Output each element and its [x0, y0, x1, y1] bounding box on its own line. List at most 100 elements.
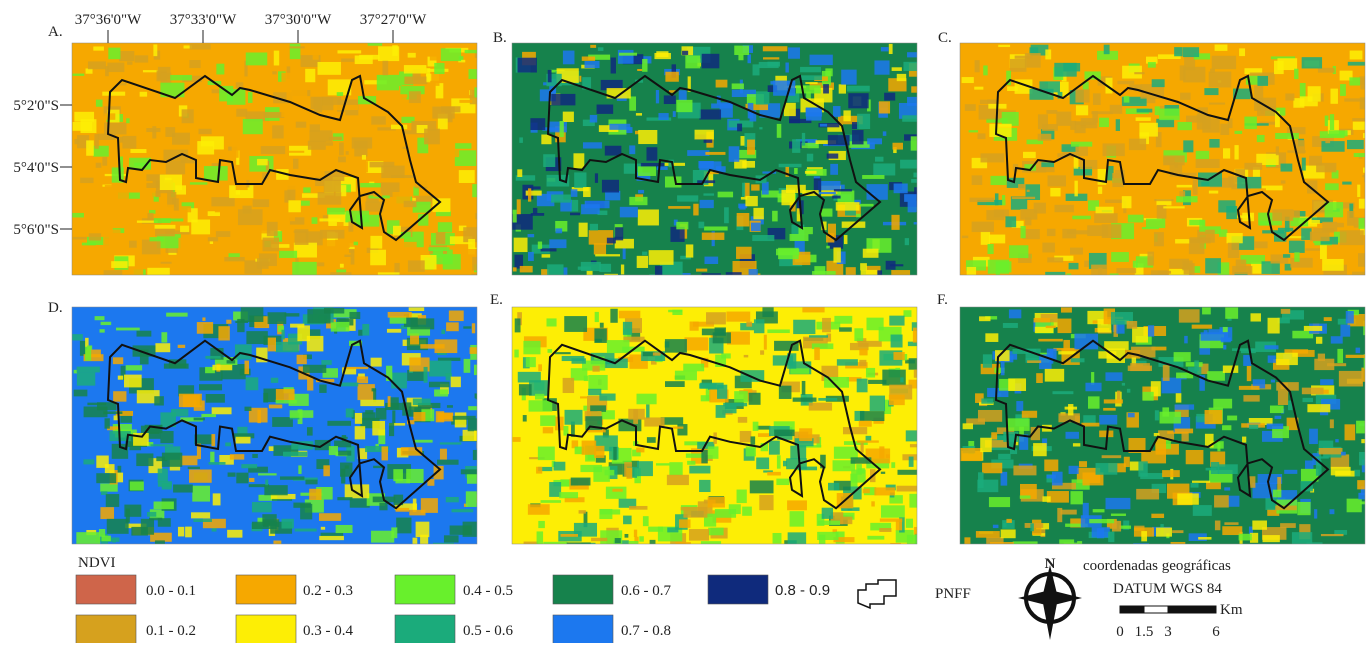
raster-patch: [576, 543, 585, 554]
raster-patch: [303, 163, 325, 178]
raster-patch: [1177, 493, 1199, 504]
raster-patch: [246, 52, 267, 65]
raster-patch: [160, 175, 182, 190]
raster-patch: [1294, 252, 1299, 262]
map-panel: [512, 43, 929, 284]
raster-patch: [687, 461, 695, 465]
raster-patch: [160, 431, 173, 443]
raster-patch: [643, 352, 655, 356]
legend-swatch: [708, 575, 768, 604]
raster-patch: [1184, 336, 1188, 343]
raster-patch: [822, 508, 833, 519]
raster-patch: [1318, 68, 1335, 73]
raster-patch: [746, 322, 752, 327]
raster-patch: [456, 232, 460, 236]
raster-patch: [74, 390, 88, 397]
raster-patch: [592, 366, 599, 372]
raster-patch: [764, 335, 767, 350]
raster-patch: [533, 208, 537, 214]
raster-patch: [146, 128, 160, 132]
raster-patch: [773, 533, 782, 543]
raster-patch: [1148, 62, 1156, 68]
raster-patch: [331, 322, 350, 332]
raster-patch: [1175, 404, 1194, 409]
raster-patch: [969, 130, 978, 132]
raster-patch: [859, 349, 867, 356]
legend-swatch: [76, 615, 136, 643]
raster-patch: [281, 519, 293, 529]
raster-patch: [1048, 175, 1066, 186]
raster-patch: [431, 73, 439, 86]
raster-patch: [444, 535, 459, 542]
raster-patch: [1320, 379, 1333, 385]
raster-patch: [212, 407, 232, 414]
raster-patch: [86, 140, 94, 155]
raster-patch: [474, 431, 482, 441]
raster-patch: [1198, 537, 1211, 540]
raster-patch: [564, 316, 587, 332]
raster-patch: [340, 264, 344, 268]
raster-patch: [1099, 415, 1117, 425]
raster-patch: [1027, 360, 1041, 363]
raster-patch: [1152, 79, 1165, 87]
raster-patch: [806, 108, 823, 117]
raster-patch: [860, 204, 874, 207]
raster-patch: [706, 312, 726, 324]
raster-patch: [636, 113, 642, 116]
raster-patch: [321, 527, 325, 530]
raster-patch: [911, 86, 925, 92]
raster-patch: [524, 542, 539, 555]
raster-patch: [1190, 237, 1211, 243]
raster-patch: [574, 172, 586, 187]
raster-patch: [805, 82, 817, 84]
raster-patch: [737, 124, 742, 132]
raster-patch: [891, 335, 903, 348]
raster-patch: [1047, 229, 1056, 236]
raster-patch: [902, 115, 926, 121]
raster-patch: [757, 426, 771, 430]
raster-patch: [538, 447, 555, 461]
raster-patch: [892, 143, 903, 150]
raster-patch: [1013, 541, 1038, 553]
raster-patch: [836, 202, 860, 210]
raster-patch: [515, 318, 521, 332]
raster-patch: [1202, 307, 1211, 314]
raster-patch: [646, 404, 649, 418]
raster-patch: [393, 226, 401, 236]
raster-patch: [656, 463, 670, 465]
raster-patch: [686, 453, 704, 457]
raster-patch: [230, 454, 244, 459]
raster-patch: [406, 469, 423, 483]
raster-patch: [1023, 152, 1036, 158]
raster-patch: [1178, 122, 1192, 130]
raster-patch: [890, 543, 901, 553]
raster-patch: [213, 493, 221, 505]
raster-patch: [420, 344, 444, 348]
raster-patch: [1310, 232, 1330, 242]
raster-patch: [628, 409, 644, 420]
raster-patch: [1057, 508, 1062, 522]
raster-patch: [696, 269, 707, 272]
raster-patch: [638, 130, 657, 144]
raster-patch: [244, 407, 251, 411]
raster-patch: [1103, 408, 1116, 411]
raster-patch: [590, 224, 598, 231]
raster-patch: [891, 215, 899, 230]
raster-patch: [327, 208, 345, 215]
raster-patch: [413, 412, 425, 421]
raster-patch: [225, 442, 231, 446]
raster-patch: [118, 376, 123, 380]
raster-patch: [708, 446, 719, 458]
raster-patch: [909, 457, 914, 467]
raster-patch: [1155, 410, 1159, 420]
raster-patch: [756, 457, 769, 469]
raster-patch: [582, 441, 597, 455]
raster-patch: [1002, 112, 1019, 126]
raster-patch: [1163, 365, 1170, 381]
raster-patch: [989, 497, 1010, 507]
raster-patch: [1080, 160, 1098, 169]
raster-patch: [799, 428, 812, 441]
raster-patch: [1254, 241, 1267, 248]
raster-patch: [326, 142, 333, 146]
raster-patch: [372, 421, 385, 435]
